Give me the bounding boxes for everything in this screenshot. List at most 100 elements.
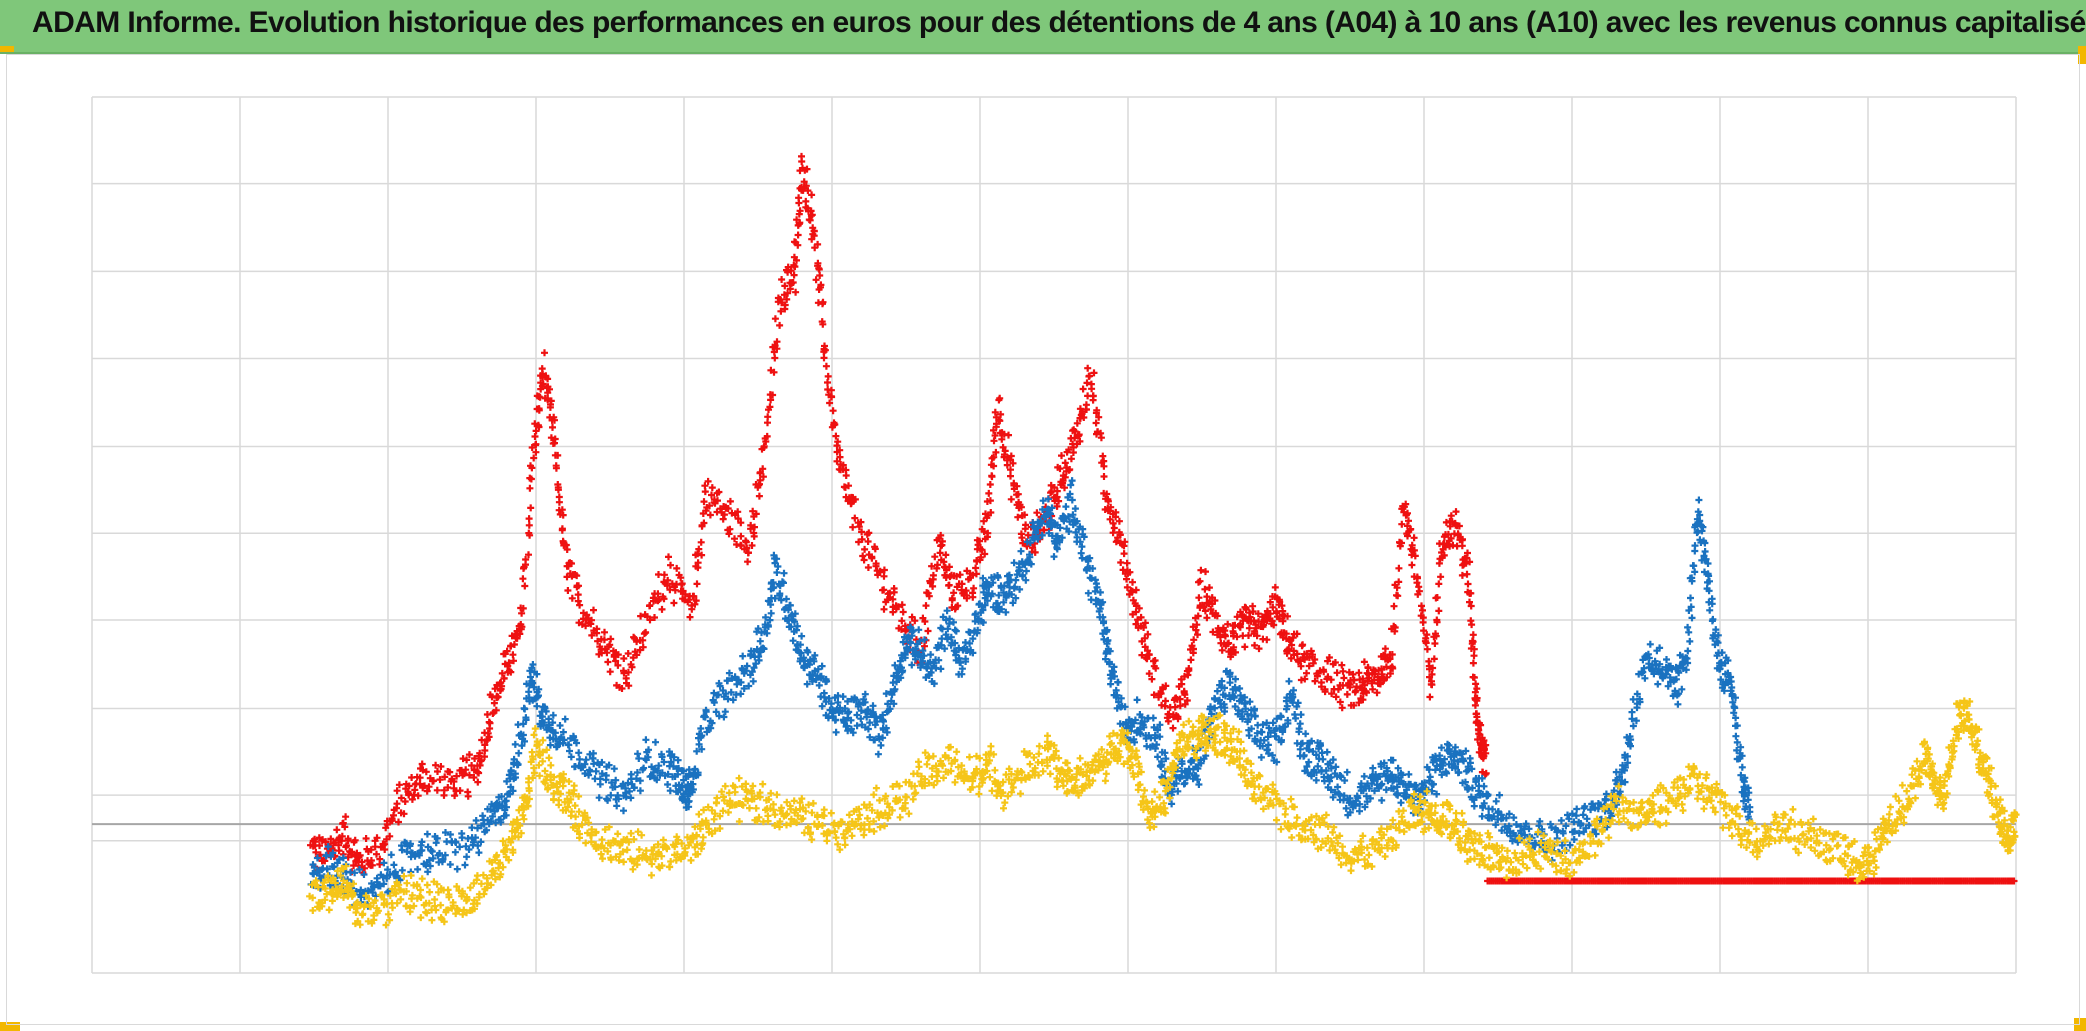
data-point bbox=[742, 538, 750, 546]
data-point bbox=[1469, 631, 1477, 639]
data-point bbox=[494, 693, 502, 701]
data-point bbox=[1104, 497, 1112, 505]
data-point bbox=[559, 728, 567, 736]
data-point bbox=[1251, 641, 1259, 649]
data-point bbox=[588, 616, 595, 624]
data-point bbox=[1343, 690, 1351, 698]
data-point bbox=[502, 811, 510, 819]
data-point bbox=[894, 603, 902, 611]
data-point bbox=[626, 787, 633, 795]
data-point bbox=[928, 562, 936, 570]
data-point bbox=[360, 871, 368, 878]
data-point bbox=[532, 440, 540, 448]
data-point bbox=[429, 854, 437, 862]
data-point bbox=[986, 773, 994, 781]
data-point bbox=[827, 809, 835, 817]
data-point bbox=[972, 570, 980, 578]
data-point bbox=[851, 495, 859, 503]
data-point bbox=[624, 668, 632, 676]
data-point bbox=[1233, 613, 1241, 621]
data-point bbox=[667, 758, 675, 766]
data-point bbox=[760, 442, 768, 450]
data-point bbox=[1003, 461, 1011, 469]
data-point bbox=[763, 432, 771, 440]
data-point bbox=[444, 784, 452, 791]
data-point bbox=[323, 865, 331, 873]
data-point bbox=[566, 747, 573, 755]
data-point bbox=[544, 395, 552, 402]
data-point bbox=[569, 732, 577, 740]
data-point bbox=[451, 848, 459, 856]
data-point bbox=[601, 628, 608, 636]
data-point bbox=[532, 427, 540, 435]
data-point bbox=[639, 636, 647, 644]
data-point bbox=[652, 738, 659, 746]
data-point bbox=[614, 661, 622, 669]
data-point bbox=[708, 484, 716, 492]
data-point bbox=[752, 510, 760, 518]
data-point bbox=[802, 182, 810, 190]
corner-accent-bottom-left bbox=[0, 1022, 20, 1031]
data-point bbox=[1432, 632, 1440, 640]
data-point bbox=[370, 883, 378, 891]
data-point bbox=[1467, 617, 1475, 625]
data-point bbox=[589, 754, 597, 762]
data-point bbox=[341, 823, 349, 831]
data-point bbox=[1583, 815, 1591, 823]
data-point bbox=[1420, 627, 1428, 635]
data-point bbox=[1009, 459, 1017, 467]
data-point bbox=[706, 511, 714, 519]
data-point bbox=[981, 550, 989, 558]
data-point bbox=[872, 784, 880, 792]
data-point bbox=[953, 748, 961, 756]
data-point bbox=[1161, 702, 1169, 710]
data-point bbox=[1378, 796, 1386, 804]
data-point bbox=[697, 725, 705, 732]
data-point bbox=[1213, 612, 1221, 620]
data-point bbox=[342, 813, 350, 821]
data-point bbox=[1473, 685, 1481, 693]
data-point bbox=[1135, 604, 1143, 612]
data-point bbox=[522, 561, 529, 569]
data-point bbox=[1190, 636, 1198, 644]
data-point bbox=[700, 498, 708, 506]
data-point bbox=[1144, 647, 1151, 655]
data-point bbox=[513, 759, 521, 767]
data-point bbox=[921, 618, 929, 625]
data-point bbox=[414, 792, 422, 800]
data-point bbox=[770, 368, 778, 376]
data-point bbox=[418, 875, 426, 883]
data-point bbox=[1207, 605, 1215, 613]
data-point bbox=[1410, 534, 1418, 542]
data-point bbox=[896, 813, 904, 821]
data-point bbox=[845, 482, 852, 490]
data-point bbox=[1397, 799, 1405, 807]
data-point bbox=[1279, 611, 1286, 619]
data-point bbox=[1181, 691, 1189, 699]
data-point bbox=[985, 489, 993, 497]
data-point bbox=[746, 804, 753, 812]
data-point bbox=[518, 742, 526, 750]
data-point bbox=[509, 651, 517, 659]
data-point bbox=[498, 802, 506, 810]
data-point bbox=[1691, 568, 1699, 576]
data-point bbox=[1464, 549, 1471, 557]
data-point bbox=[425, 856, 433, 864]
data-point bbox=[735, 774, 743, 782]
data-point bbox=[819, 298, 827, 306]
data-point bbox=[406, 908, 414, 916]
data-point bbox=[997, 410, 1005, 418]
data-point bbox=[546, 741, 554, 749]
data-point bbox=[1452, 508, 1460, 516]
data-point bbox=[642, 736, 650, 744]
data-point bbox=[602, 772, 610, 779]
corner-accent-top-left bbox=[0, 46, 14, 52]
data-point bbox=[1084, 364, 1092, 372]
data-point bbox=[1095, 413, 1103, 421]
data-point bbox=[706, 502, 713, 510]
data-point bbox=[1466, 558, 1474, 566]
data-point bbox=[1062, 503, 1070, 511]
data-point bbox=[313, 854, 321, 862]
data-point bbox=[564, 587, 572, 594]
data-point bbox=[356, 866, 363, 873]
